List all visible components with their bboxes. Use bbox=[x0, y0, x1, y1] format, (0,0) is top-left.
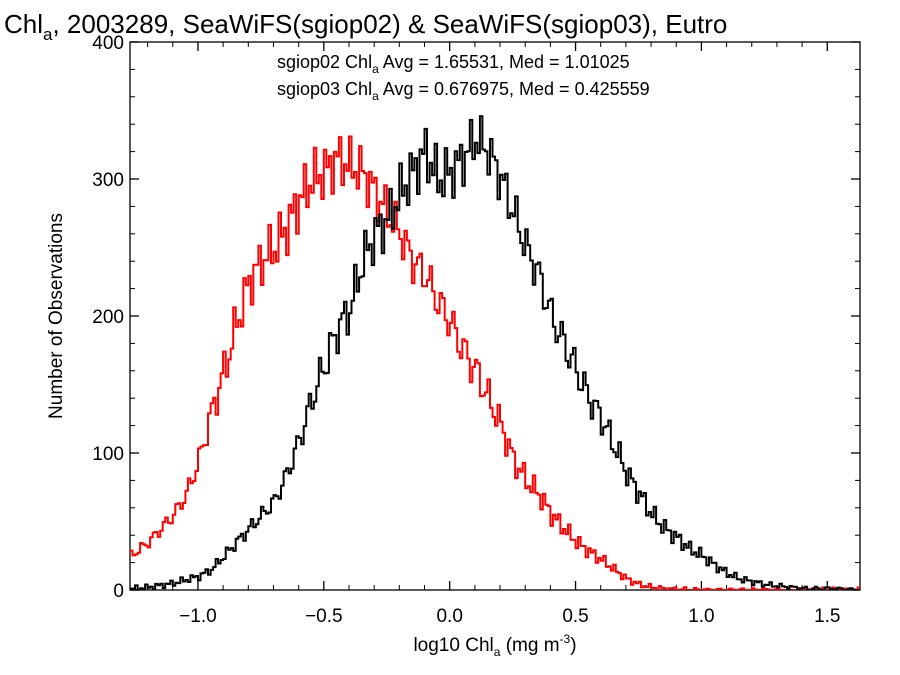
chart-title-pre: Chl bbox=[4, 9, 43, 39]
chart-title: Chla, 2003289, SeaWiFS(sgiop02) & SeaWiF… bbox=[4, 9, 727, 44]
x-axis: −1.0 −0.5 0.0 0.5 1.0 1.5 bbox=[147, 42, 840, 627]
annotation-sgiop02-sub: a bbox=[372, 62, 379, 76]
x-axis-label-post: ) bbox=[570, 635, 576, 656]
x-axis-label: log10 Chla (mg m-3) bbox=[413, 632, 576, 659]
y-tick-label: 0 bbox=[113, 581, 124, 602]
y-tick-label: 200 bbox=[92, 307, 124, 328]
series-sgiop03-step bbox=[130, 135, 860, 590]
chart-title-sub: a bbox=[43, 25, 53, 44]
y-tick-label: 300 bbox=[92, 170, 124, 191]
x-tick-label: 1.0 bbox=[688, 606, 714, 627]
plot-frame bbox=[129, 41, 861, 591]
y-tick-label: 100 bbox=[92, 444, 124, 465]
x-tick-label: −1.0 bbox=[179, 606, 217, 627]
chart-title-post: , 2003289, SeaWiFS(sgiop02) & SeaWiFS(sg… bbox=[52, 9, 727, 39]
y-tick-label: 400 bbox=[92, 33, 124, 54]
annotation-sgiop02-post: Avg = 1.65531, Med = 1.01025 bbox=[379, 52, 630, 72]
x-axis-label-mid: (mg m bbox=[500, 635, 559, 656]
y-axis-label: Number of Observations bbox=[46, 213, 67, 419]
annotation-sgiop02-pre: sgiop02 Chl bbox=[277, 52, 372, 72]
x-axis-label-sub: a bbox=[494, 645, 501, 659]
x-axis-label-sup: -3 bbox=[560, 632, 571, 646]
x-tick-label: 1.5 bbox=[814, 606, 840, 627]
x-tick-label: 0.5 bbox=[562, 606, 588, 627]
annotation-sgiop03-sub: a bbox=[372, 89, 379, 103]
series-layer bbox=[130, 115, 860, 590]
x-tick-label: 0.0 bbox=[436, 606, 462, 627]
y-axis: 0 100 200 300 400 bbox=[92, 33, 860, 602]
annotation-sgiop03: sgiop03 Chla Avg = 0.676975, Med = 0.425… bbox=[277, 79, 650, 103]
annotation-sgiop03-post: Avg = 0.676975, Med = 0.425559 bbox=[379, 79, 650, 99]
annotation-sgiop03-pre: sgiop03 Chl bbox=[277, 79, 372, 99]
series-sgiop02-step bbox=[130, 115, 860, 590]
x-tick-label: −0.5 bbox=[305, 606, 343, 627]
annotation-sgiop02: sgiop02 Chla Avg = 1.65531, Med = 1.0102… bbox=[277, 52, 630, 76]
x-axis-label-pre: log10 Chl bbox=[413, 635, 493, 656]
